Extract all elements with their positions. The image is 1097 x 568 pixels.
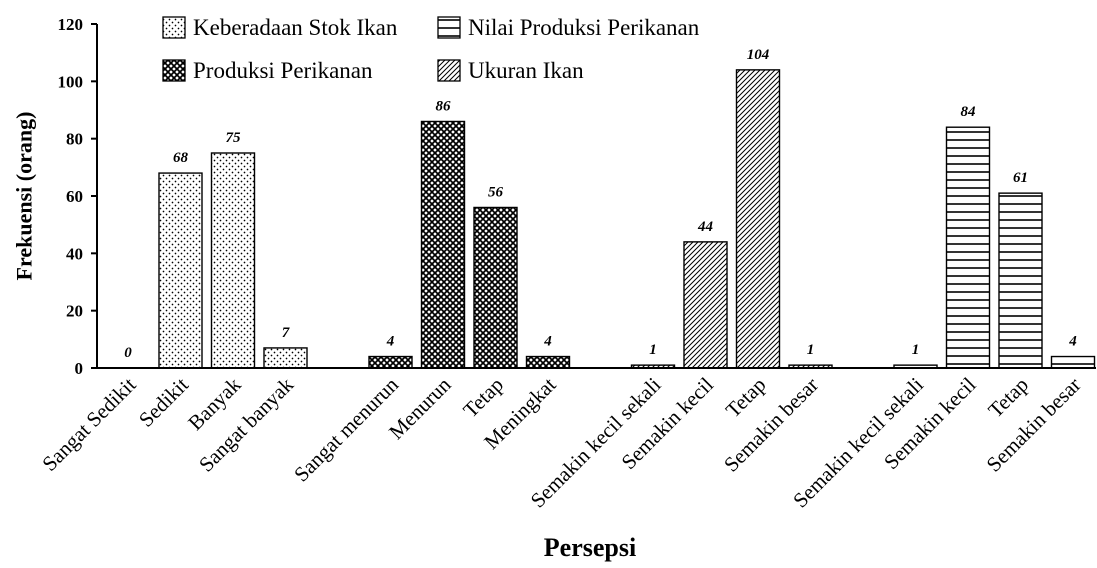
data-label: 4	[386, 334, 395, 350]
bar-keberadaan-stok-ikan-sedikit	[158, 172, 203, 369]
bar-keberadaan-stok-ikan-banyak	[210, 152, 256, 369]
legend-label: Nilai Produksi Perikanan	[468, 15, 700, 40]
y-tick-label: 120	[58, 15, 84, 34]
bar-produksi-perikanan-sangat-menurun	[368, 355, 413, 369]
x-tick-label: Semakin besar	[719, 373, 823, 477]
legend: Keberadaan Stok Ikan Nilai Produksi Perik…	[162, 15, 700, 83]
x-tick-label: Semakin besar	[982, 373, 1086, 477]
y-tick-label: 0	[75, 359, 84, 378]
y-tick-label: 60	[66, 187, 83, 206]
bar-produksi-perikanan-meningkat	[525, 355, 571, 369]
data-label: 44	[697, 219, 714, 235]
bar-ukuran-ikan-semakin-kecil	[683, 241, 728, 369]
data-label: 104	[747, 47, 770, 63]
bar-keberadaan-stok-ikan-sangat-banyak	[263, 347, 308, 369]
legend-item-nilai-produksi-perikanan: Nilai Produksi Perikanan	[437, 15, 700, 40]
bar-nilai-produksi-perikanan-semakin-besar	[1050, 355, 1096, 369]
bar-produksi-perikanan-tetap	[473, 206, 518, 369]
x-tick-label: Sangat Sedikit	[37, 372, 140, 475]
bars	[158, 69, 1096, 369]
y-axis-title: Frekuensi (orang)	[12, 112, 37, 281]
data-label: 84	[961, 104, 977, 120]
data-label: 0	[124, 345, 132, 361]
data-label: 4	[543, 334, 552, 350]
y-tick-label: 40	[66, 244, 83, 263]
data-label: 1	[912, 342, 920, 358]
bar-produksi-perikanan-menurun	[420, 120, 466, 369]
legend-swatch	[162, 59, 186, 82]
data-label: 86	[436, 98, 452, 114]
data-label: 1	[649, 342, 657, 358]
x-axis-title: Persepsi	[544, 533, 636, 562]
data-label: 61	[1013, 170, 1028, 186]
legend-label: Keberadaan Stok Ikan	[193, 15, 398, 40]
data-label: 56	[488, 184, 504, 200]
y-tick-label: 80	[66, 130, 83, 149]
legend-label: Produksi Perikanan	[193, 58, 373, 83]
y-tick-label: 100	[58, 72, 84, 91]
bar-ukuran-ikan-tetap	[735, 69, 781, 369]
legend-swatch	[162, 16, 186, 39]
y-tick-label: 20	[66, 302, 83, 321]
legend-swatch	[437, 59, 461, 82]
legend-item-produksi-perikanan: Produksi Perikanan	[162, 58, 373, 83]
data-label: 7	[282, 325, 290, 341]
bar-nilai-produksi-perikanan-semakin-kecil	[945, 126, 991, 369]
legend-swatch	[437, 16, 461, 39]
data-label: 75	[226, 130, 242, 146]
data-label: 68	[173, 150, 189, 166]
data-label: 1	[807, 342, 815, 358]
bar-nilai-produksi-perikanan-tetap	[998, 192, 1043, 369]
legend-label: Ukuran Ikan	[468, 58, 584, 83]
x-tick-label: Sedikit	[134, 372, 193, 431]
legend-item-keberadaan-stok-ikan: Keberadaan Stok Ikan	[162, 15, 398, 40]
legend-item-ukuran-ikan: Ukuran Ikan	[437, 58, 584, 83]
data-label: 4	[1068, 334, 1077, 350]
